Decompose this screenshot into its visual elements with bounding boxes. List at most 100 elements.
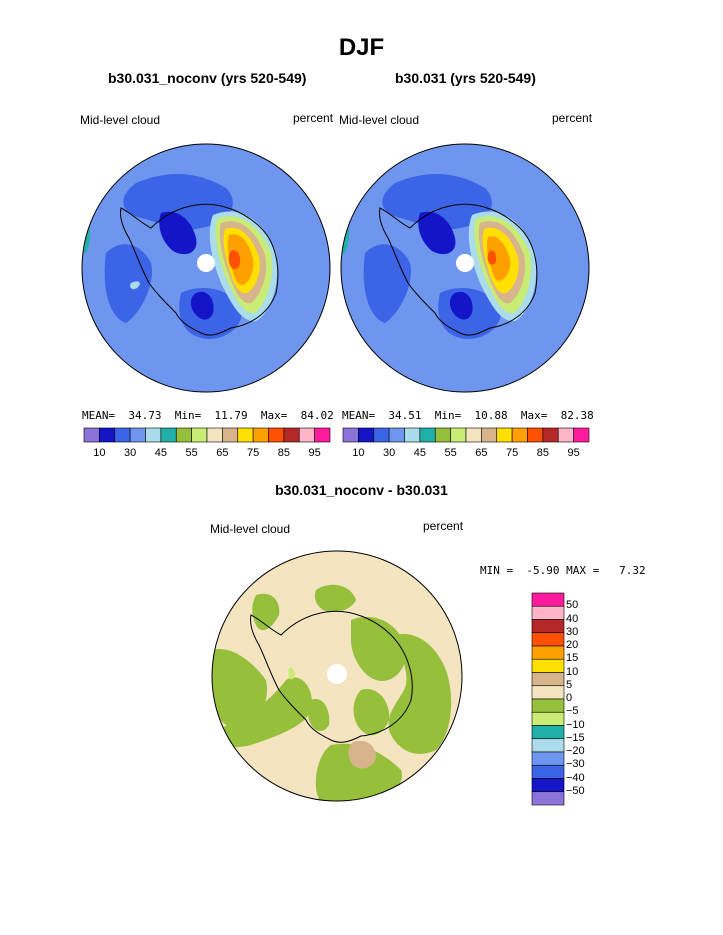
- panel2-mean-value: 34.51: [388, 409, 422, 422]
- diff-max-label: MAX =: [566, 564, 600, 577]
- colorbar-tick-label: 95: [308, 447, 321, 459]
- colorbar-swatch: [314, 427, 331, 443]
- legend-swatch: [531, 778, 565, 793]
- panel2-mean-label: MEAN=: [342, 409, 376, 422]
- legend-swatch: [531, 632, 565, 647]
- colorbar-swatch: [496, 427, 513, 443]
- panel2-polar-map: [340, 143, 590, 393]
- legend-label: 40: [566, 612, 579, 625]
- colorbar-swatch: [481, 427, 498, 443]
- legend-swatch: [531, 791, 565, 806]
- panel1-colorbar: [83, 427, 331, 443]
- diff-variable-label: Mid-level cloud: [210, 522, 291, 536]
- diff-units-label: percent: [423, 519, 464, 533]
- legend-swatch: [531, 725, 565, 740]
- colorbar-tick-label: 55: [444, 447, 457, 459]
- colorbar-tick-label: 95: [567, 447, 580, 459]
- legend-swatch: [531, 751, 565, 766]
- colorbar-swatch: [191, 427, 208, 443]
- panel1-mean-label: MEAN=: [82, 409, 116, 422]
- panel1-max-label: Max=: [260, 409, 288, 422]
- panel1-max-value: 84.02: [300, 409, 334, 422]
- colorbar-swatch: [404, 427, 421, 443]
- colorbar-tick-label: 10: [93, 447, 106, 459]
- legend-label: 5: [566, 678, 573, 691]
- colorbar-swatch: [419, 427, 436, 443]
- panel1-min-label: Min=: [174, 409, 202, 422]
- colorbar-tick-label: 45: [154, 447, 167, 459]
- legend-swatch: [531, 711, 565, 726]
- colorbar-tick-label: 75: [247, 447, 260, 459]
- colorbar-swatch: [129, 427, 146, 443]
- colorbar-tick-label: 65: [216, 447, 229, 459]
- panel2-max-label: Max=: [520, 409, 548, 422]
- panel2-max-value: 82.38: [560, 409, 594, 422]
- panel2-variable-label: Mid-level cloud: [339, 113, 420, 127]
- colorbar-swatch: [237, 427, 254, 443]
- legend-label: 15: [566, 652, 579, 665]
- colorbar-swatch: [342, 427, 359, 443]
- colorbar-swatch: [511, 427, 528, 443]
- colorbar-tick-label: 65: [475, 447, 488, 459]
- colorbar-swatch: [114, 427, 131, 443]
- diff-min-value: -5.90: [526, 564, 560, 577]
- colorbar-swatch: [527, 427, 544, 443]
- colorbar-swatch: [206, 427, 223, 443]
- panel1-polar-map: [81, 143, 331, 393]
- legend-swatch: [531, 645, 565, 660]
- legend-swatch: [531, 592, 565, 607]
- panel1-variable-label: Mid-level cloud: [80, 113, 161, 127]
- legend-swatch: [531, 685, 565, 700]
- colorbar-swatch: [268, 427, 285, 443]
- legend-label: 10: [566, 665, 579, 678]
- legend-swatch: [531, 738, 565, 753]
- colorbar-tick-label: 10: [352, 447, 365, 459]
- colorbar-swatch: [283, 427, 300, 443]
- diff-min-label: MIN =: [480, 564, 514, 577]
- legend-label: −10: [566, 718, 585, 731]
- diff-title: b30.031_noconv - b30.031: [275, 482, 448, 498]
- legend-label: −30: [566, 758, 585, 771]
- panel2-stats: MEAN= 34.51 Min= 10.88 Max= 82.38: [342, 409, 594, 422]
- legend-label: −15: [566, 731, 585, 744]
- panel2-min-value: 10.88: [474, 409, 508, 422]
- diff-max-value: 7.32: [619, 564, 646, 577]
- legend-swatch: [531, 605, 565, 620]
- panel1-units-label: percent: [293, 111, 334, 125]
- legend-swatch: [531, 658, 565, 673]
- legend-label: 30: [566, 625, 579, 638]
- legend-label: −50: [566, 784, 585, 797]
- colorbar-swatch: [160, 427, 177, 443]
- colorbar-swatch: [373, 427, 390, 443]
- panel1-stats: MEAN= 34.73 Min= 11.79 Max= 84.02: [82, 409, 334, 422]
- colorbar-tick-label: 30: [124, 447, 137, 459]
- panel1-case-title: b30.031_noconv (yrs 520-549): [108, 70, 307, 86]
- colorbar-swatch: [450, 427, 467, 443]
- colorbar-swatch: [388, 427, 405, 443]
- legend-label: 50: [566, 599, 579, 612]
- legend-label: −5: [566, 705, 579, 718]
- colorbar-tick-label: 75: [506, 447, 519, 459]
- legend-label: −20: [566, 745, 585, 757]
- diff-polar-map: [211, 550, 463, 802]
- colorbar-swatch: [573, 427, 590, 443]
- legend-swatch: [531, 672, 565, 687]
- colorbar-tick-label: 85: [536, 447, 549, 459]
- panel2-min-label: Min=: [434, 409, 462, 422]
- panel2-units-label: percent: [552, 111, 593, 125]
- colorbar-tick-label: 55: [185, 447, 198, 459]
- colorbar-swatch: [434, 427, 451, 443]
- colorbar-swatch: [222, 427, 239, 443]
- colorbar-swatch: [145, 427, 162, 443]
- colorbar-swatch: [175, 427, 192, 443]
- colorbar-swatch: [358, 427, 375, 443]
- panel1-min-value: 11.79: [214, 409, 248, 422]
- colorbar-swatch: [298, 427, 315, 443]
- legend-label: 20: [566, 639, 579, 651]
- legend-label: 0: [566, 692, 573, 704]
- page-title: DJF: [338, 34, 385, 61]
- colorbar-swatch: [252, 427, 269, 443]
- legend-swatch: [531, 619, 565, 634]
- colorbar-swatch: [557, 427, 574, 443]
- diff-stats: MIN = -5.90 MAX = 7.32: [480, 564, 646, 577]
